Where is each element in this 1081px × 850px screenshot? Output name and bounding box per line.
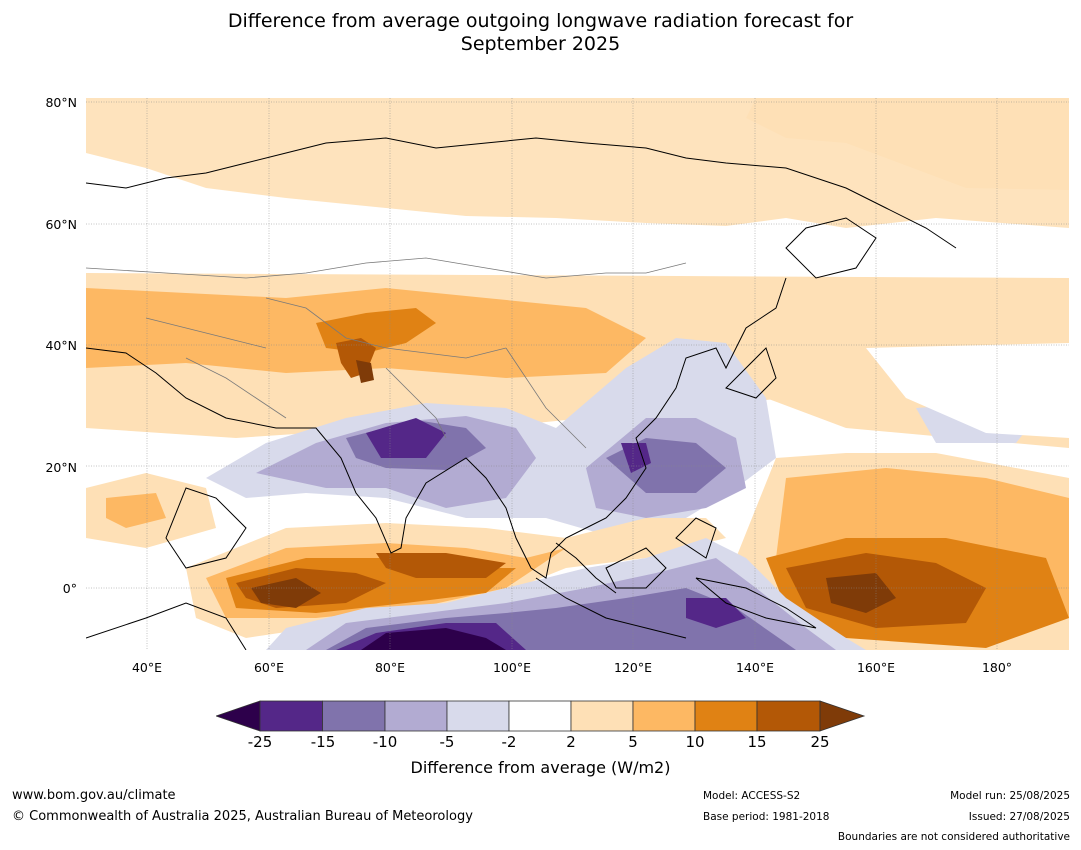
cbar-tick-4: -5: [439, 733, 455, 751]
shade-pos25-cpac: [826, 573, 896, 613]
colorbar-bin-9: [756, 700, 821, 732]
colorbar-bin-5: [508, 700, 572, 732]
chart-title: Difference from average outgoing longwav…: [0, 10, 1081, 56]
colorbar-bin-7: [632, 700, 696, 732]
lon-label-180: 180°: [981, 660, 1013, 675]
lon-label-60e: 60°E: [253, 660, 285, 675]
shade-neg25-south: [361, 628, 506, 650]
shade-pos15-io-east: [376, 553, 506, 578]
gridlines: [86, 98, 1069, 650]
lat-label-60n: 60°N: [45, 217, 77, 232]
lat-label-40n: 40°N: [45, 338, 77, 353]
footer-website: www.bom.gov.au/climate: [12, 788, 176, 803]
ols-anomaly-map: [86, 98, 1069, 650]
footer-copyright: © Commonwealth of Australia 2025, Austra…: [12, 809, 473, 824]
lat-label-0: 0°: [62, 581, 77, 596]
shade-neg15-banda: [686, 598, 746, 628]
cbar-tick-6: 2: [566, 733, 576, 751]
colorbar-bin-2: [322, 700, 386, 732]
lat-label-20n: 20°N: [45, 460, 77, 475]
cbar-tick-3: -10: [372, 733, 398, 751]
footer-base-period: Base period: 1981-2018: [703, 811, 830, 823]
colorbar-label: Difference from average (W/m2): [410, 758, 671, 777]
shade-pos25-asia: [356, 360, 374, 383]
lon-label-140e: 140°E: [735, 660, 774, 675]
shade-pos25-io: [251, 578, 321, 608]
shade-pos2-north2: [86, 98, 1069, 228]
colorbar-bin-8: [694, 700, 758, 732]
cbar-tick-8: 10: [685, 733, 705, 751]
lat-label-80n: 80°N: [45, 95, 77, 110]
cbar-tick-5: -2: [501, 733, 517, 751]
shade-neg15-phil: [621, 443, 651, 473]
lon-label-100e: 100°E: [492, 660, 531, 675]
colorbar: [216, 700, 866, 732]
colorbar-bin-4: [446, 700, 510, 732]
lon-label-40e: 40°E: [131, 660, 163, 675]
shade-zero-midnorth: [86, 208, 1069, 273]
cbar-tick-1: -25: [247, 733, 273, 751]
footer-disclaimer: Boundaries are not considered authoritat…: [837, 831, 1070, 843]
footer-model-run: Model run: 25/08/2025: [950, 790, 1070, 802]
lon-label-160e: 160°E: [856, 660, 895, 675]
lon-label-80e: 80°E: [374, 660, 406, 675]
shade-zero-npac: [866, 343, 1069, 438]
colorbar-bin-3: [384, 700, 448, 732]
cbar-tick-10: 25: [810, 733, 830, 751]
cbar-tick-9: 15: [747, 733, 767, 751]
footer-model: Model: ACCESS-S2: [703, 790, 801, 802]
cbar-tick-2: -15: [310, 733, 336, 751]
coastlines: [86, 137, 957, 650]
lon-label-120e: 120°E: [613, 660, 652, 675]
title-line-1: Difference from average outgoing longwav…: [227, 10, 854, 32]
colorbar-bin-6: [570, 700, 634, 732]
title-line-2: September 2025: [460, 33, 621, 55]
shade-neg15-india: [366, 418, 446, 458]
colorbar-bin-1: [259, 700, 323, 732]
colorbar-extend-low: [216, 700, 261, 732]
cbar-tick-7: 5: [628, 733, 638, 751]
footer-issued: Issued: 27/08/2025: [968, 811, 1070, 823]
country-boundaries: [86, 257, 687, 449]
shade-pos5-arabia: [106, 493, 166, 528]
map-canvas: [86, 98, 1069, 650]
colorbar-extend-high: [819, 700, 866, 732]
